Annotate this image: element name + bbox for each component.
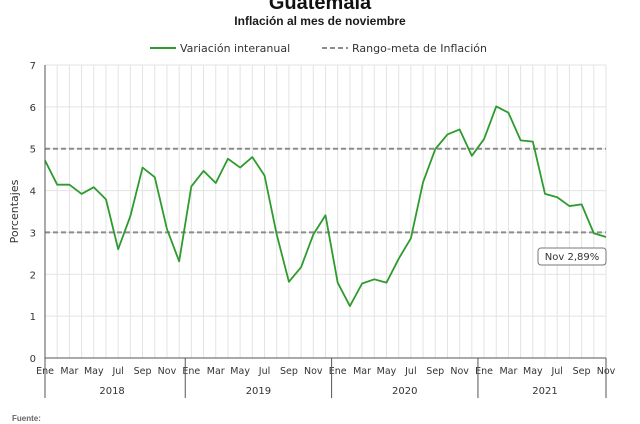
x-tick-label: Nov xyxy=(304,366,323,377)
x-tick-label: Ene xyxy=(182,366,200,377)
x-tick-label: Mar xyxy=(207,366,225,377)
x-tick-label: Ene xyxy=(329,366,347,377)
year-label: 2018 xyxy=(99,386,124,397)
legend-label-interannual: Variación interanual xyxy=(180,42,290,55)
y-tick-label: 4 xyxy=(30,187,36,198)
target-range xyxy=(45,147,606,234)
series-layer xyxy=(44,105,607,308)
year-label: 2019 xyxy=(246,386,271,397)
source-label: Fuente: xyxy=(12,414,41,423)
y-tick-label: 2 xyxy=(30,270,36,281)
x-tick-label: Mar xyxy=(499,366,517,377)
y-tick-label: 6 xyxy=(30,103,36,114)
year-label: 2020 xyxy=(392,386,417,397)
legend: Variación interanual Rango-meta de Inflac… xyxy=(150,42,487,55)
x-tick-label: May xyxy=(523,366,543,377)
x-tick-label: Nov xyxy=(158,366,177,377)
x-tick-label: Mar xyxy=(60,366,78,377)
y-tick-label: 3 xyxy=(30,228,36,239)
chart-subtitle: Inflación al mes de noviembre xyxy=(234,14,406,28)
x-tick-label: Mar xyxy=(353,366,371,377)
x-tick-label: Sep xyxy=(426,366,444,377)
x-tick-label: Jul xyxy=(404,366,416,377)
series-line-interannual xyxy=(44,105,607,308)
annotation-label: Nov 2,89% xyxy=(545,252,599,263)
x-tick-label: Ene xyxy=(475,366,493,377)
y-axis-title: Porcentajes xyxy=(8,179,21,243)
x-tick-label: May xyxy=(230,366,250,377)
grid-lines xyxy=(44,64,607,359)
annotation-layer: Nov 2,89% xyxy=(537,247,607,266)
annotation-box xyxy=(537,247,607,266)
x-tick-label: Jul xyxy=(550,366,562,377)
x-tick-label: Jul xyxy=(111,366,123,377)
chart-title: Guatemala xyxy=(268,0,372,14)
legend-label-target: Rango-meta de Inflación xyxy=(352,42,487,55)
x-tick-label: Sep xyxy=(573,366,591,377)
y-tick-label: 5 xyxy=(30,145,36,156)
y-tick-label: 7 xyxy=(30,61,36,72)
x-tick-label: May xyxy=(84,366,104,377)
x-tick-label: Sep xyxy=(280,366,298,377)
x-tick-label: Sep xyxy=(134,366,152,377)
axes: 0 1 2 3 4 5 6 7 Porcentajes Ene Mar May Jul Sep Nov Ene… xyxy=(8,61,616,398)
x-tick-label: May xyxy=(377,366,397,377)
x-tick-label: Jul xyxy=(258,366,270,377)
y-tick-label: 0 xyxy=(30,354,36,365)
x-tick-label: Nov xyxy=(450,366,469,377)
year-label: 2021 xyxy=(532,386,557,397)
y-tick-label: 1 xyxy=(30,312,36,323)
